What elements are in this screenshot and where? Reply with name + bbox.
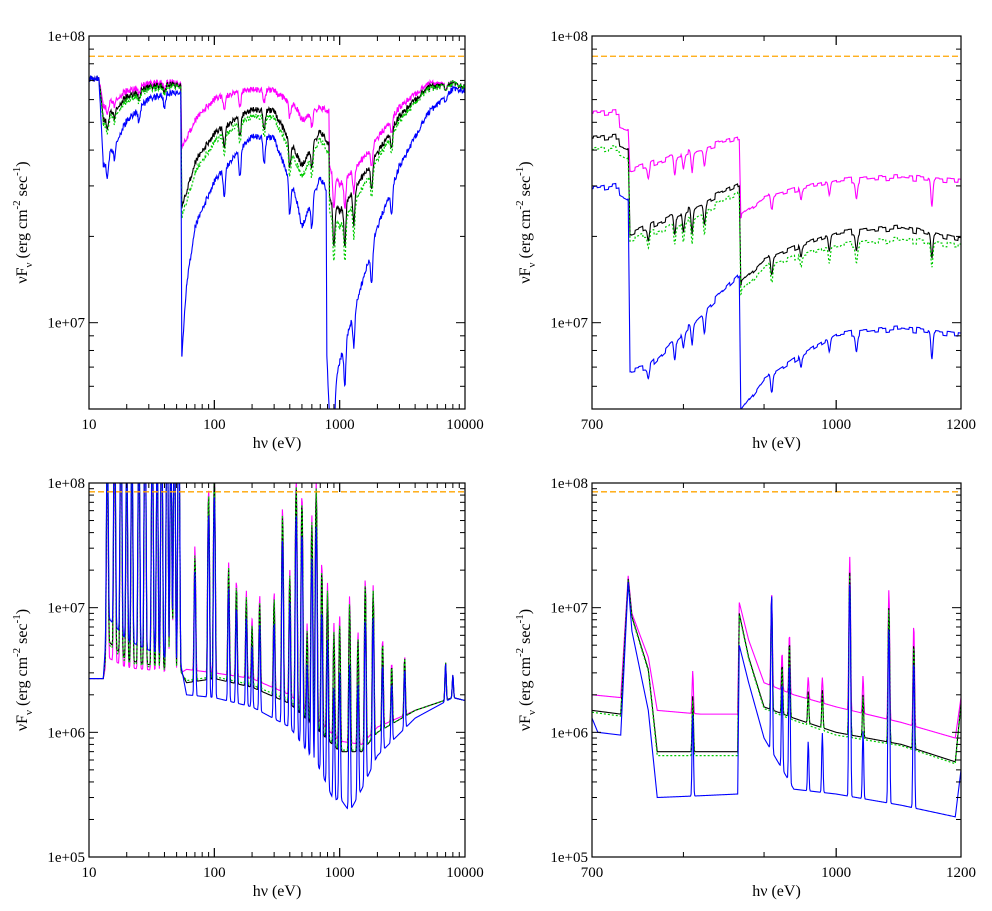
chart-panel-4: 700 1000 1200 1e+05 1e+06 1e+07 1e+08 hν (eV) νF… bbox=[514, 476, 976, 900]
plot-area bbox=[89, 483, 465, 810]
plot-area bbox=[89, 75, 465, 409]
x-tick-label: 700 bbox=[581, 417, 604, 433]
x-tick-label: 100 bbox=[203, 865, 226, 881]
series-blue bbox=[89, 483, 465, 810]
series-magenta bbox=[89, 75, 465, 209]
x-axis-label: hν (eV) bbox=[253, 883, 302, 900]
x-tick-label: 1000 bbox=[821, 417, 851, 433]
x-tick-label: 1000 bbox=[821, 865, 851, 881]
x-axis-label: hν (eV) bbox=[752, 435, 801, 452]
series-green bbox=[592, 575, 961, 765]
chart-panel-3: 10 100 1000 10000 1e+05 1e+06 1e+07 1e+08 hν (eV… bbox=[11, 476, 484, 900]
y-tick-label: 1e+06 bbox=[47, 725, 85, 741]
series-black bbox=[592, 133, 961, 287]
y-tick-label: 1e+08 bbox=[47, 476, 85, 492]
x-tick-label: 1200 bbox=[946, 865, 976, 881]
y-tick-label: 1e+07 bbox=[550, 316, 588, 332]
x-tick-label: 100 bbox=[203, 417, 226, 433]
series-blue bbox=[592, 182, 961, 409]
x-tick-label: 10 bbox=[82, 417, 97, 433]
y-tick-label: 1e+07 bbox=[47, 316, 85, 332]
series-green bbox=[592, 144, 961, 296]
series-blue bbox=[89, 75, 465, 409]
y-axis-label: νFν (erg cm-2 sec-1) bbox=[11, 161, 35, 283]
y-axis-label: νFν (erg cm-2 sec-1) bbox=[514, 609, 538, 731]
series-green bbox=[89, 75, 465, 262]
y-tick-label: 1e+08 bbox=[47, 29, 85, 45]
y-tick-label: 1e+07 bbox=[550, 601, 588, 617]
series-magenta bbox=[89, 483, 465, 745]
series-blue bbox=[592, 582, 961, 818]
y-tick-label: 1e+08 bbox=[550, 476, 588, 492]
series-black bbox=[89, 75, 465, 247]
x-tick-label: 1200 bbox=[946, 417, 976, 433]
plot-frame bbox=[591, 35, 962, 410]
plot-frame bbox=[591, 482, 962, 858]
x-tick-label: 1000 bbox=[325, 865, 355, 881]
plot-frame bbox=[88, 35, 466, 410]
series-green bbox=[89, 483, 465, 751]
plot-area bbox=[592, 556, 961, 818]
plot-frame bbox=[88, 482, 466, 858]
y-tick-label: 1e+07 bbox=[47, 601, 85, 617]
y-tick-label: 1e+06 bbox=[550, 725, 588, 741]
series-magenta bbox=[592, 109, 961, 220]
x-tick-label: 10 bbox=[82, 865, 97, 881]
chart-panel-1: 10 100 1000 10000 1e+07 1e+08 hν (eV) νFν (erg … bbox=[11, 29, 484, 452]
series-magenta bbox=[592, 556, 961, 739]
x-axis-label: hν (eV) bbox=[253, 435, 302, 452]
x-tick-label: 700 bbox=[581, 865, 604, 881]
series-black bbox=[89, 483, 465, 753]
x-axis-label: hν (eV) bbox=[752, 883, 801, 900]
y-tick-label: 1e+05 bbox=[550, 850, 588, 866]
x-tick-label: 10000 bbox=[446, 417, 484, 433]
plot-area bbox=[592, 109, 961, 409]
x-tick-label: 1000 bbox=[325, 417, 355, 433]
series-black bbox=[592, 572, 961, 763]
x-tick-label: 10000 bbox=[446, 865, 484, 881]
y-axis-label: νFν (erg cm-2 sec-1) bbox=[514, 161, 538, 283]
y-tick-label: 1e+08 bbox=[550, 29, 588, 45]
y-tick-label: 1e+05 bbox=[47, 850, 85, 866]
y-axis-label: νFν (erg cm-2 sec-1) bbox=[11, 609, 35, 731]
chart-panel-2: 700 1000 1200 1e+07 1e+08 hν (eV) νFν (erg cm-… bbox=[514, 29, 976, 452]
